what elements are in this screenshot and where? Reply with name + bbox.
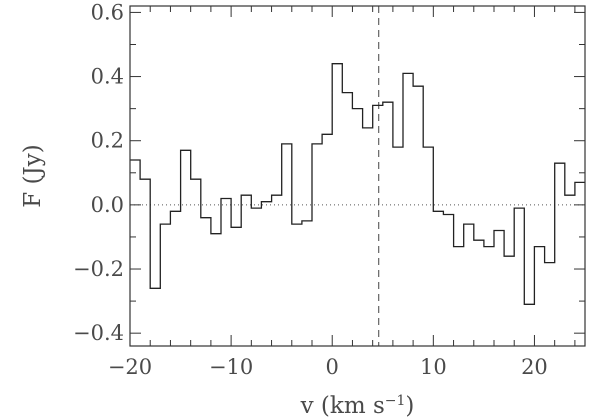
x-tick-label: 10 — [420, 355, 447, 379]
x-tick-label: −20 — [108, 355, 152, 379]
x-axis-title-base: v (km s — [300, 393, 385, 419]
y-tick-label: 0.6 — [91, 0, 124, 24]
flux-step-series — [130, 63, 585, 305]
y-tick-label: −0.4 — [73, 321, 124, 345]
tick-layer: −20 −10 0 10 20 −0.4 −0.2 0.0 0.2 0.4 0.6 — [73, 0, 585, 379]
y-axis-title: F (Jy) — [20, 144, 46, 207]
plot-layer — [129, 5, 586, 347]
y-tick-label: 0.0 — [91, 193, 124, 217]
x-tick-label: 20 — [521, 355, 548, 379]
y-tick-label: 0.2 — [91, 129, 124, 153]
x-tick-label: 0 — [326, 355, 339, 379]
plot-frame — [129, 5, 586, 347]
y-tick-label: −0.2 — [73, 257, 124, 281]
x-axis-title-exponent: −1 — [385, 393, 406, 409]
x-tick-label: −10 — [209, 355, 253, 379]
y-tick-label: 0.4 — [91, 65, 124, 89]
x-axis-title-close: ) — [405, 393, 414, 419]
x-axis-title: v (km s−1) — [300, 393, 415, 419]
